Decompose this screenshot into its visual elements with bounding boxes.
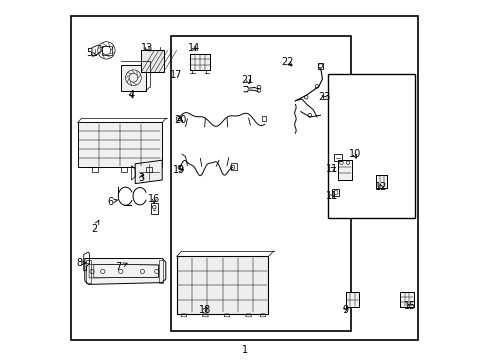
Bar	[159, 260, 163, 283]
Polygon shape	[85, 258, 166, 284]
Polygon shape	[135, 160, 162, 184]
Polygon shape	[77, 122, 162, 167]
Text: 5: 5	[86, 48, 97, 58]
Text: 15: 15	[404, 301, 417, 311]
Text: 1: 1	[242, 345, 248, 355]
Text: 13: 13	[141, 42, 153, 53]
Text: 21: 21	[242, 75, 254, 85]
Bar	[146, 167, 152, 172]
Bar	[400, 292, 414, 307]
Bar	[346, 292, 360, 307]
Text: 11: 11	[326, 164, 338, 174]
Bar	[400, 292, 414, 307]
Bar	[176, 256, 269, 314]
Bar	[376, 175, 387, 188]
Bar	[190, 54, 210, 70]
Bar	[86, 260, 91, 283]
Polygon shape	[176, 256, 269, 314]
Text: 6: 6	[107, 197, 118, 207]
Text: 7: 7	[115, 262, 127, 272]
Text: 17: 17	[171, 70, 183, 80]
Bar	[121, 65, 146, 91]
Text: 14: 14	[188, 42, 200, 53]
Bar	[231, 163, 237, 170]
Text: 3: 3	[138, 173, 145, 183]
Text: 16: 16	[148, 194, 160, 204]
Bar	[262, 116, 266, 121]
Text: 9: 9	[343, 305, 348, 315]
Bar	[332, 189, 339, 196]
Bar	[334, 154, 342, 161]
Bar	[338, 160, 351, 180]
Bar	[92, 167, 98, 172]
Text: 2: 2	[92, 220, 99, 234]
Text: 10: 10	[349, 149, 361, 159]
Text: 8: 8	[76, 258, 86, 268]
Text: 23: 23	[318, 92, 330, 102]
Text: 19: 19	[173, 165, 186, 175]
Bar	[102, 46, 112, 55]
Bar	[141, 50, 164, 72]
Bar	[376, 175, 387, 188]
Text: 18: 18	[198, 305, 211, 315]
Bar	[171, 36, 351, 331]
Bar	[141, 50, 164, 72]
Text: 20: 20	[174, 114, 186, 125]
Bar	[190, 54, 210, 70]
Bar	[328, 74, 415, 218]
Text: 11: 11	[326, 191, 338, 201]
Bar	[151, 203, 158, 214]
Bar	[121, 167, 127, 172]
Bar	[318, 63, 323, 69]
Bar	[338, 160, 351, 180]
Bar	[346, 292, 360, 307]
Text: 22: 22	[281, 57, 294, 67]
Text: 4: 4	[128, 90, 135, 100]
Text: 12: 12	[375, 182, 387, 192]
